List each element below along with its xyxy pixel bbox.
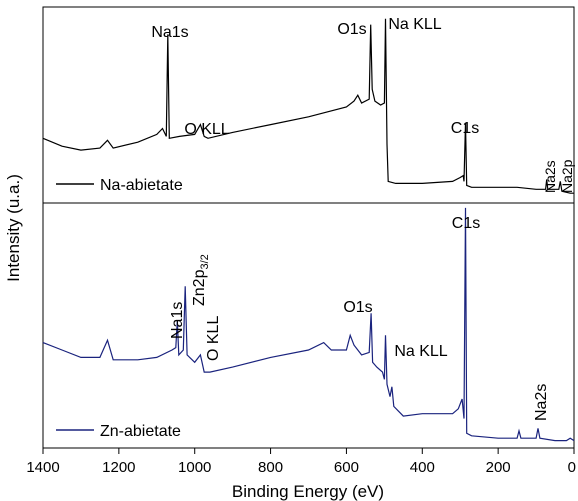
annotation-na-kll-bottom: Na KLL — [394, 343, 447, 360]
annotation-zn2p32-bottom: Zn2p3/2 — [191, 254, 211, 306]
annotation-na2s-bottom: Na2s — [533, 384, 550, 421]
annotation-o1s-top: O1s — [337, 21, 366, 38]
annotation-na1s-top: Na1s — [151, 24, 188, 41]
bottom-panel-frame — [42, 202, 575, 449]
series-line-na-abietate — [42, 18, 574, 194]
x-tick-label-800: 800 — [258, 459, 283, 476]
annotation-c1s-top: C1s — [451, 120, 479, 137]
legend-label-zn-abietate: Zn-abietate — [100, 423, 181, 440]
x-tick-label-1000: 1000 — [178, 459, 211, 476]
annotation-o1s-bottom: O1s — [343, 299, 372, 316]
x-tick-label-0: 0 — [568, 459, 576, 476]
series-line-zn-abietate — [42, 207, 575, 442]
annotation-na-kll-top: Na KLL — [388, 16, 441, 33]
x-tick-label-600: 600 — [334, 459, 359, 476]
legend-label-na-abietate: Na-abietate — [100, 177, 183, 194]
annotation-na1s-bottom: Na1s — [169, 302, 186, 339]
annotation-o-kll-top: O KLL — [184, 121, 229, 138]
x-tick-label-1400: 1400 — [26, 459, 59, 476]
annotation-na2p-top: Na2p — [559, 159, 575, 193]
y-axis-label: Intensity (u.a.) — [4, 174, 23, 282]
x-axis-label: Binding Energy (eV) — [232, 482, 384, 501]
x-tick-label-1200: 1200 — [102, 459, 135, 476]
x-tick-label-400: 400 — [410, 459, 435, 476]
annotation-o-kll-bottom: O KLL — [205, 316, 222, 361]
top-panel-frame — [42, 6, 575, 204]
x-axis-ticks: 1400 1200 1000 800 600 400 200 0 — [26, 448, 576, 476]
annotation-na2s-top: Na2s — [542, 160, 558, 193]
x-tick-label-200: 200 — [486, 459, 511, 476]
annotation-c1s-bottom: C1s — [452, 215, 480, 232]
